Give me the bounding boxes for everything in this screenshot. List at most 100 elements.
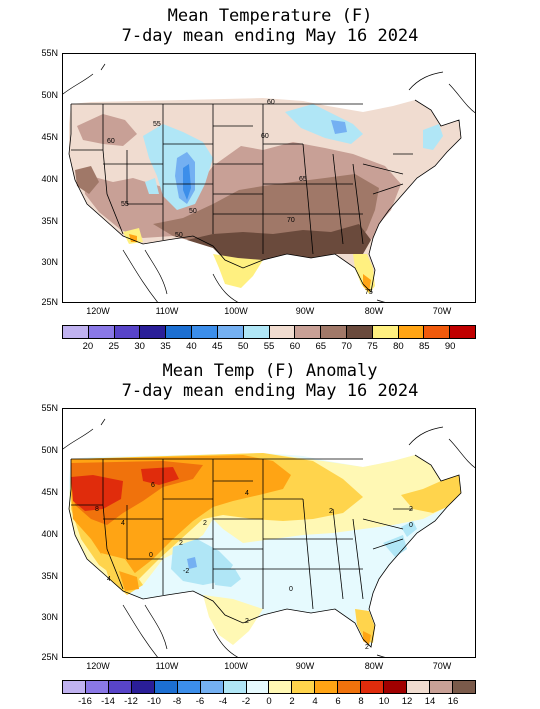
map1-colorbar-swatch	[424, 326, 451, 338]
map2-label-4b: 4	[121, 520, 125, 527]
map2-colorbar-tick: 8	[358, 696, 364, 707]
map2-colorbar-swatch	[154, 681, 178, 693]
map2-region-ne-gold	[401, 475, 461, 513]
map2-colorbar-tick: 6	[335, 696, 341, 707]
map1-colorbar-tick: 55	[263, 341, 275, 352]
map1-lon-90w: 90W	[295, 306, 315, 316]
map2-region-cool-c	[213, 569, 241, 587]
map1-label-60a: 60	[107, 138, 115, 145]
map2-colorbar-tick: -4	[218, 696, 228, 707]
map1-region-80-texas	[213, 254, 263, 288]
map1-colorbar-tick: 80	[393, 341, 404, 352]
map1-colorbar-tick: 75	[367, 341, 378, 352]
map1-region-75	[187, 224, 371, 268]
map1-colorbar-tick: 85	[418, 341, 430, 352]
map1-colorbar-swatch	[217, 326, 244, 338]
map2-label-2b: 2	[179, 540, 183, 547]
map2-region-red	[71, 475, 123, 511]
map1-label-55: 55	[153, 121, 161, 128]
map2-lon-110w: 110W	[155, 661, 179, 671]
map1-colorbar-tick: 70	[341, 341, 352, 352]
map1-colorbar-swatch	[295, 326, 322, 338]
map2-colorbar-tick: -10	[147, 696, 161, 707]
map2-label-4a: 4	[245, 490, 249, 497]
map1-label-50: 50	[189, 208, 197, 215]
map1-colorbar-swatch	[88, 326, 115, 338]
map1-title-line1: Mean Temperature (F)	[167, 6, 373, 26]
map2-label-4c: 4	[107, 576, 111, 583]
map2-lon-100w: 100W	[224, 661, 248, 671]
map2-label-0a: 0	[149, 552, 153, 559]
map1-lat-25n: 25N	[41, 297, 58, 307]
map2-region-red-b	[141, 467, 179, 485]
map1-colorbar-swatch	[398, 326, 425, 338]
map2-title-line1: Mean Temp (F) Anomaly	[162, 361, 378, 381]
map1-colorbar-swatch	[243, 326, 270, 338]
map2-region-tx-yellow	[203, 595, 263, 645]
map1-colorbar-swatch	[114, 326, 141, 338]
map2-region-cool-e	[401, 521, 417, 537]
map2-colorbar-swatch	[177, 681, 201, 693]
map2-label-0c: 0	[289, 586, 293, 593]
map1-region-45	[183, 164, 191, 200]
map2-colorbar-tick: -12	[124, 696, 138, 707]
map1-title-line2: 7-day mean ending May 16 2024	[121, 26, 419, 46]
map1-colorbar-swatch	[346, 326, 373, 338]
map2-label-2e: 2	[245, 618, 249, 625]
map2-label-2d: 2	[409, 506, 413, 513]
map2-colorbar-swatch	[269, 681, 293, 693]
map1-colorbar-swatch	[372, 326, 399, 338]
map1-lat-45n: 45N	[41, 132, 58, 142]
map2-colorbar	[62, 680, 476, 694]
map1-lon-70w: 70W	[432, 306, 452, 316]
map1-colorbar-swatch	[192, 326, 218, 338]
map1-region-nw-65	[77, 114, 137, 146]
map2-label-6: 6	[151, 482, 155, 489]
map1-label-75: 75	[365, 289, 373, 296]
map2-lat-30n: 30N	[41, 612, 58, 622]
map2-state-borders	[68, 454, 462, 648]
map2-colorbar-tick: -16	[78, 696, 92, 707]
map1-region-55-b	[145, 178, 159, 194]
map2-colorbar-swatch	[108, 681, 132, 693]
map1-colorbar-swatch	[450, 326, 475, 338]
map1-colorbar-tick: 20	[82, 341, 94, 352]
map2-colorbar-swatch	[246, 681, 270, 693]
map2-contour-labels: 6 8 4 4 2 2 0 -2 4 2 2 0 2 0 2	[95, 482, 413, 651]
map1-colorbar-swatch	[321, 326, 347, 338]
map2-label-2a: 2	[203, 520, 207, 527]
map2-colorbar-swatch	[361, 681, 385, 693]
map1-colorbar-tick: 30	[134, 341, 145, 352]
map2-colorbar-tick: 2	[289, 696, 295, 707]
map1-region-ne-50	[331, 120, 347, 134]
map2-colorbar-tick: 0	[266, 696, 272, 707]
map1-lat-35n: 35N	[41, 216, 58, 226]
map2-colorbar-swatch	[85, 681, 109, 693]
map2-lat-55n: 55N	[41, 403, 58, 413]
map1-lon-120w: 120W	[86, 306, 110, 316]
map2-colorbar-swatch	[384, 681, 408, 693]
map2-lon-120w: 120W	[86, 661, 110, 671]
map2-label-2c: 2	[329, 508, 333, 515]
map2-lat-40n: 40N	[41, 529, 58, 539]
map2-colorbar-swatch	[223, 681, 247, 693]
map1-colorbar-swatch	[269, 326, 296, 338]
map1-region-85-florida	[363, 274, 371, 292]
map2-lon-90w: 90W	[295, 661, 315, 671]
map2-other-coasts	[63, 418, 475, 657]
map1-lat-55n: 55N	[41, 48, 58, 58]
map2-colorbar-swatch	[292, 681, 316, 693]
map2-colorbar-tick: -14	[101, 696, 115, 707]
map1-lat-30n: 30N	[41, 257, 58, 267]
map1-region-nv-65	[75, 166, 99, 194]
map1-label-50b: 50	[175, 232, 183, 239]
map1-colorbar-tick: 65	[315, 341, 327, 352]
map1-lon-110w: 110W	[155, 306, 179, 316]
map1-colorbar-tick: 45	[211, 341, 223, 352]
map2-colorbar-swatch	[452, 681, 475, 693]
map2-colorbar-swatch	[430, 681, 453, 693]
map2-colorbar-tick: 14	[424, 696, 436, 707]
map2-svg: 6 8 4 4 2 2 0 -2 4 2 2 0 2 0 2	[63, 418, 475, 657]
map2-colorbar-tick: -8	[172, 696, 182, 707]
map1-state-borders	[68, 99, 462, 293]
